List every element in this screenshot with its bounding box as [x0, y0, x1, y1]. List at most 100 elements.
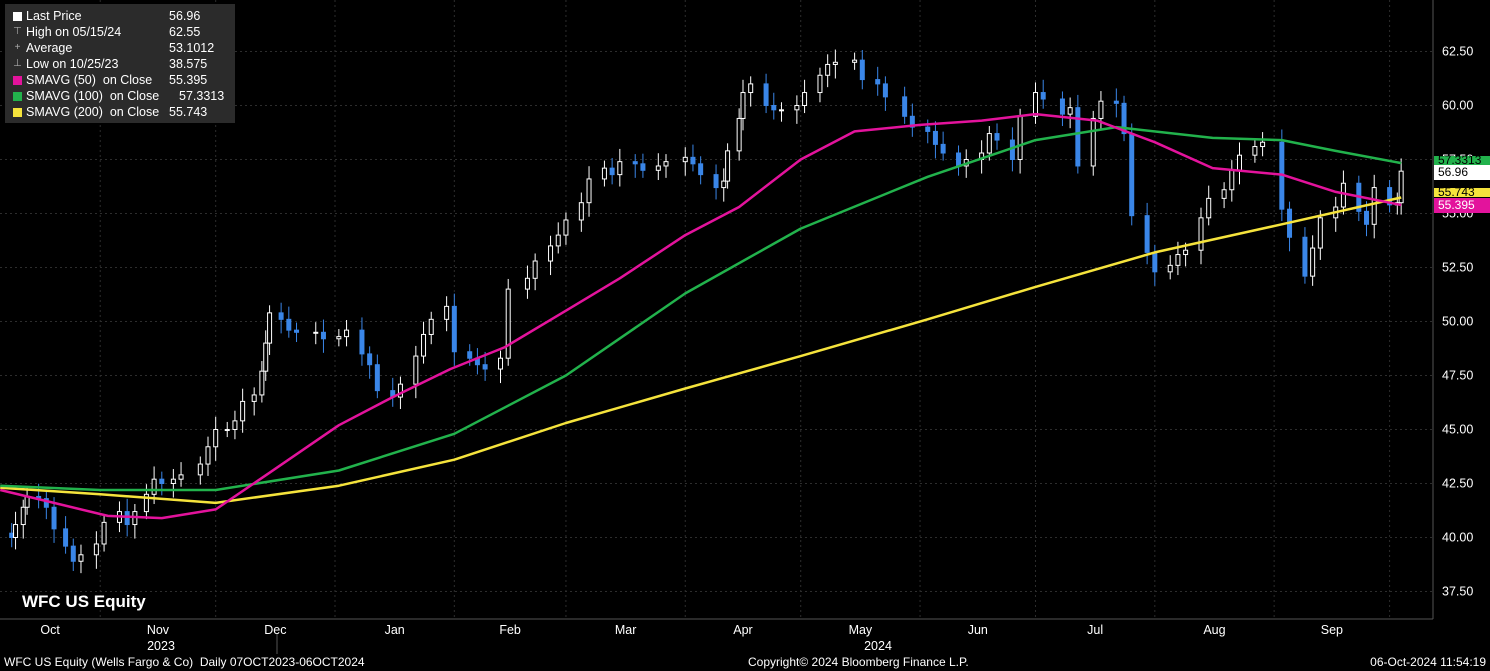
legend-value: 55.395	[169, 73, 208, 87]
candle-body	[1302, 236, 1308, 277]
candle	[1398, 158, 1404, 215]
candle-body	[1340, 182, 1346, 208]
candle	[498, 350, 504, 384]
candle	[994, 123, 1000, 150]
candle	[555, 222, 561, 254]
candle	[740, 79, 746, 131]
candle-body	[882, 83, 888, 98]
candle	[336, 329, 342, 347]
candles	[9, 49, 1404, 574]
candle-body	[578, 202, 584, 221]
candle-body	[1317, 217, 1323, 249]
candle-body	[286, 318, 292, 331]
y-tick-label: 45.00	[1442, 423, 1473, 437]
candle	[532, 253, 538, 291]
candle-body	[748, 83, 754, 94]
candle	[43, 491, 49, 520]
legend-last-price: Last Price 56.96	[9, 8, 231, 24]
candle-body	[1310, 247, 1316, 277]
candle-body	[859, 59, 865, 81]
candle	[251, 387, 257, 416]
candle	[909, 103, 915, 137]
legend-value: 56.96	[169, 9, 201, 23]
candle-body	[224, 429, 230, 431]
y-tick-label: 62.50	[1442, 45, 1473, 59]
candle	[1252, 138, 1258, 163]
candle	[1371, 174, 1377, 239]
candle-body	[232, 420, 238, 430]
candle-body	[259, 370, 265, 396]
candle-body	[367, 353, 373, 366]
candle	[320, 319, 326, 353]
x-month-label: Feb	[499, 623, 521, 637]
candle-body	[875, 79, 881, 85]
candle-body	[1009, 139, 1015, 160]
sma100-line	[0, 125, 1402, 492]
legend-average: + Average 53.1012	[9, 40, 231, 56]
candle	[428, 311, 434, 345]
candle-body	[1252, 146, 1258, 156]
candle-body	[93, 543, 99, 556]
candle-body	[852, 59, 858, 63]
x-month-label: Mar	[615, 623, 637, 637]
last-price-tag: 56.96	[1434, 165, 1490, 180]
legend-label: Low on 10/25/23	[26, 57, 119, 71]
candle-body	[601, 167, 607, 180]
candle	[1236, 142, 1242, 185]
candle-body	[1183, 249, 1189, 256]
legend-label: Last Price	[26, 9, 82, 23]
candle-body	[682, 156, 688, 163]
candle	[852, 52, 858, 70]
candle-body	[1113, 100, 1119, 104]
candle-body	[986, 133, 992, 154]
candle-body	[294, 329, 300, 333]
candle	[451, 293, 457, 366]
legend-label: SMAVG (50) on Close	[26, 73, 153, 87]
legend-sma200: SMAVG (200) on Close 55.743	[9, 104, 231, 120]
candle	[1198, 207, 1204, 265]
candle	[682, 147, 688, 176]
y-tick-label: 50.00	[1442, 315, 1473, 329]
candle-body	[467, 351, 473, 359]
candle	[794, 95, 800, 124]
candle	[20, 499, 26, 539]
candle	[278, 302, 284, 334]
legend: Last Price 56.96 ⊤ High on 05/15/24 62.5…	[5, 4, 235, 123]
candle-body	[451, 305, 457, 353]
candle-body	[1059, 98, 1065, 115]
legend-value: 38.575	[169, 57, 208, 71]
candle-body	[1398, 170, 1404, 204]
legend-value: 53.1012	[169, 41, 215, 55]
candle-body	[532, 260, 538, 279]
square-icon	[13, 91, 22, 101]
candle-body	[586, 178, 592, 204]
candle	[1167, 255, 1173, 280]
candle	[1310, 235, 1316, 286]
candle-body	[640, 163, 646, 171]
legend-label: High on 05/15/24	[26, 25, 122, 39]
legend-low: ⊥ Low on 10/25/23 38.575	[9, 56, 231, 72]
candle-body	[1121, 102, 1127, 135]
legend-value: 57.3313	[179, 89, 225, 103]
candle-body	[267, 312, 273, 344]
candle	[1317, 210, 1323, 260]
candle-body	[925, 126, 931, 132]
x-month-label: Jan	[385, 623, 405, 637]
candle	[882, 76, 888, 111]
candle-body	[498, 357, 504, 370]
candle-body	[563, 219, 569, 236]
square-icon	[13, 75, 22, 85]
candle	[1229, 160, 1235, 202]
y-tick-label: 42.50	[1442, 477, 1473, 491]
candle	[374, 354, 380, 399]
candle-body	[505, 288, 511, 359]
candle-body	[1260, 141, 1266, 148]
footer-left: WFC US Equity (Wells Fargo & Co) Daily 0…	[4, 655, 365, 669]
candle	[344, 319, 350, 347]
candle-body	[482, 364, 488, 370]
candle	[263, 330, 269, 381]
candle	[170, 469, 176, 498]
candle-body	[1144, 215, 1150, 253]
candle-body	[1152, 251, 1158, 273]
candle-body	[817, 74, 823, 94]
